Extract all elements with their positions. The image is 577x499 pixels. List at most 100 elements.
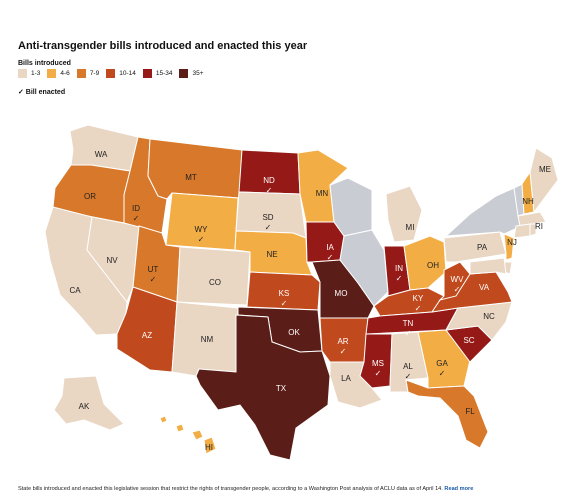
state-ks[interactable]: [246, 271, 321, 311]
state-label: MT: [185, 173, 197, 182]
legend-swatch: [179, 69, 189, 78]
state-oh[interactable]: [403, 235, 447, 291]
state-label: OR: [84, 192, 96, 201]
checkmark-icon: ✓: [405, 372, 412, 381]
enacted-key: ✓ Bill enacted: [18, 89, 66, 96]
state-label: WV: [451, 275, 465, 284]
legend-item: 7-9: [76, 69, 99, 78]
state-label: PA: [477, 243, 488, 252]
legend-heading: Bills introduced: [18, 60, 71, 67]
state-ak[interactable]: [53, 375, 125, 431]
checkmark-icon: ✓: [405, 329, 412, 338]
state-wv[interactable]: [438, 261, 471, 301]
footer-note: State bills introduced and enacted this …: [18, 486, 473, 492]
state-label: TX: [276, 384, 287, 393]
state-label: IA: [326, 243, 334, 252]
state-label: NM: [201, 335, 214, 344]
state-label: TN: [403, 319, 414, 328]
state-label: AK: [79, 402, 90, 411]
state-label: NV: [106, 256, 118, 265]
state-label: NJ: [507, 238, 517, 247]
state-label: CO: [209, 278, 221, 287]
state-label: VA: [479, 283, 490, 292]
checkmark-icon: ✓: [327, 253, 334, 262]
state-ri[interactable]: [529, 223, 537, 237]
state-co[interactable]: [176, 246, 251, 306]
legend-swatch: [106, 69, 116, 78]
checkmark-icon: ✓: [133, 214, 140, 223]
legend-swatch: [47, 69, 57, 78]
state-label: MS: [372, 359, 384, 368]
state-me[interactable]: [529, 147, 559, 214]
state-label: MO: [335, 289, 348, 298]
checkmark-icon: ✓: [281, 299, 288, 308]
legend-item: 1-3: [18, 69, 40, 78]
legend: 1-3 4-6 7-9 10-14 15-34 35+: [18, 69, 211, 78]
state-label: IN: [395, 264, 403, 273]
legend-item: 15-34: [142, 69, 173, 78]
enacted-checkmarks: ✓ ✓ ✓ ✓ ✓ ✓ ✓ ✓ ✓ ✓ ✓ ✓ ✓ ✓ ✓: [133, 186, 461, 381]
state-label: HI: [205, 443, 213, 452]
footer-text: State bills introduced and enacted this …: [18, 486, 443, 492]
legend-label: 10-14: [119, 70, 136, 77]
legend-label: 35+: [192, 70, 204, 77]
state-label: SC: [463, 336, 474, 345]
state-label: AZ: [142, 331, 152, 340]
state-labels: WA OR CA NV ID MT WY UT AZ CO NM ND SD N…: [69, 150, 551, 452]
state-label: KS: [279, 289, 290, 298]
state-label: MI: [406, 223, 415, 232]
legend-item: 10-14: [106, 69, 136, 78]
checkmark-icon: ✓: [415, 304, 422, 313]
state-label: MN: [316, 189, 329, 198]
legend-item: 35+: [179, 69, 204, 78]
state-label: AL: [403, 362, 413, 371]
state-label: WY: [195, 225, 209, 234]
state-label: ME: [539, 165, 551, 174]
state-label: CA: [69, 286, 81, 295]
state-ct[interactable]: [513, 223, 531, 239]
state-label: UT: [148, 265, 159, 274]
state-mi[interactable]: [385, 185, 423, 243]
state-label: FL: [465, 407, 475, 416]
state-shapes: [44, 124, 559, 461]
checkmark-icon: ✓: [439, 369, 446, 378]
state-hi[interactable]: [159, 415, 217, 455]
state-label: OH: [427, 261, 439, 270]
state-label: NE: [266, 250, 277, 259]
legend-label: 4-6: [60, 70, 70, 77]
state-label: GA: [436, 359, 448, 368]
read-more-link[interactable]: Read more: [444, 486, 474, 492]
checkmark-icon: ✓: [340, 347, 347, 356]
checkmark-icon: ✓: [265, 223, 272, 232]
checkmark-icon: ✓: [198, 235, 205, 244]
legend-label: 15-34: [155, 70, 173, 77]
legend-swatch: [142, 69, 152, 78]
state-label: RI: [535, 222, 543, 231]
state-fl[interactable]: [405, 379, 489, 449]
state-wa[interactable]: [69, 124, 139, 172]
legend-swatch: [18, 69, 27, 78]
state-label: AR: [337, 337, 348, 346]
checkmark-icon: ✓: [266, 186, 273, 195]
state-label: ND: [263, 176, 275, 185]
legend-item: 4-6: [47, 69, 70, 78]
map-title: Anti-transgender bills introduced and en…: [18, 40, 308, 52]
state-label: LA: [341, 374, 351, 383]
checkmark-icon: ✓: [454, 285, 461, 294]
state-label: SD: [262, 213, 273, 222]
state-ny[interactable]: [444, 187, 523, 237]
state-il[interactable]: [339, 229, 389, 307]
state-mt[interactable]: [147, 138, 243, 200]
state-label: WA: [95, 150, 108, 159]
legend-swatch: [76, 69, 86, 78]
state-nj[interactable]: [503, 233, 515, 261]
state-tx[interactable]: [195, 314, 331, 461]
state-pa[interactable]: [443, 231, 507, 263]
state-ma[interactable]: [517, 211, 547, 227]
state-md[interactable]: [469, 257, 507, 275]
legend-label: 1-3: [31, 70, 41, 77]
state-label: KY: [413, 294, 424, 303]
checkmark-icon: ✓: [375, 369, 382, 378]
state-label: OK: [288, 328, 300, 337]
